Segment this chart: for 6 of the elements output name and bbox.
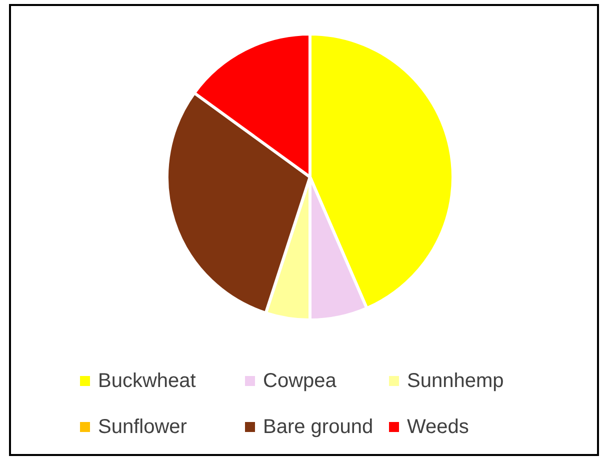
legend-label: Weeds — [407, 416, 469, 438]
legend-label: Cowpea — [263, 370, 338, 392]
legend-label: Bare ground — [263, 416, 374, 438]
legend-label: Sunflower — [98, 416, 188, 438]
legend-label: Buckwheat — [98, 370, 196, 392]
legend-label: Sunnhemp — [407, 370, 504, 392]
